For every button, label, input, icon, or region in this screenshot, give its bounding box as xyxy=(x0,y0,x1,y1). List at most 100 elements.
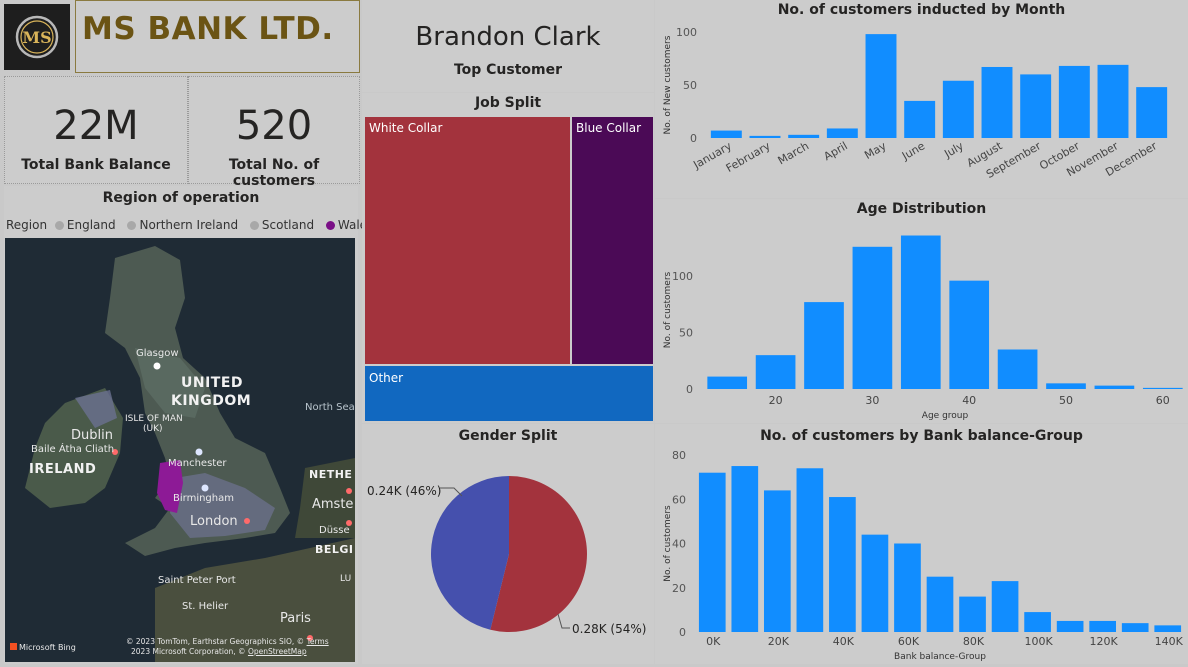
kpi-balance-label: Total Bank Balance xyxy=(21,157,171,173)
y-tick-label: 40 xyxy=(672,538,686,551)
age-chart-panel: Age Distribution No. of customers Age grou… xyxy=(655,199,1188,423)
treemap-blue-collar[interactable]: Blue Collar xyxy=(572,117,653,364)
x-tick-label: July xyxy=(941,139,966,161)
x-tick-label: 60K xyxy=(898,635,920,648)
bar[interactable] xyxy=(804,302,844,389)
bar[interactable] xyxy=(926,576,954,632)
pie-slice[interactable] xyxy=(431,476,509,630)
logo-text: MS xyxy=(22,28,51,47)
x-tick-label: 140K xyxy=(1155,635,1184,648)
kpi-customers-label: Total No. of customers xyxy=(228,157,320,189)
title-box: MS BANK LTD. xyxy=(75,0,360,73)
bar[interactable] xyxy=(904,100,936,138)
legend-title: Region xyxy=(6,218,48,232)
y-tick-label: 50 xyxy=(683,79,697,92)
bar[interactable] xyxy=(1121,623,1149,632)
bar[interactable] xyxy=(981,66,1013,138)
y-tick-label: 80 xyxy=(672,449,686,462)
bar[interactable] xyxy=(852,246,893,389)
chart-title: Age Distribution xyxy=(857,201,986,217)
treemap-label-white-collar: White Collar xyxy=(369,121,443,135)
treemap-label-other: Other xyxy=(369,371,404,385)
bar[interactable] xyxy=(959,596,986,632)
map-label-isle-uk: (UK) xyxy=(143,424,163,434)
x-tick-label: 40 xyxy=(962,394,976,407)
map-label-dublin: Dublin xyxy=(71,428,113,443)
bar[interactable] xyxy=(942,80,974,138)
bar[interactable] xyxy=(1020,74,1052,138)
map-label-manchester: Manchester xyxy=(168,458,227,469)
bar[interactable] xyxy=(829,497,856,632)
region-map[interactable]: Glasgow UNITED KINGDOM ISLE OF MAN (UK) … xyxy=(5,238,355,662)
bar[interactable] xyxy=(1136,87,1168,138)
bar[interactable] xyxy=(1058,65,1090,138)
bar[interactable] xyxy=(763,490,791,632)
map-label-north-sea: North Sea xyxy=(305,402,355,413)
bar[interactable] xyxy=(1097,64,1129,138)
map-label-dusseldorf: Düsse xyxy=(319,525,350,536)
bar[interactable] xyxy=(1056,620,1084,632)
map-shapes xyxy=(5,238,355,662)
bar[interactable] xyxy=(900,235,941,389)
pie-label-a: 0.24K (46%) xyxy=(367,484,441,498)
map-label-isle-of-man: ISLE OF MAN xyxy=(125,414,183,424)
x-tick-label: 120K xyxy=(1090,635,1119,648)
x-axis-label: Bank balance-Group xyxy=(894,652,986,662)
month-bar-chart: No. of customers inducted by Month No. of… xyxy=(663,2,1168,181)
bar[interactable] xyxy=(1094,385,1135,389)
bar[interactable] xyxy=(865,34,897,139)
age-bar-chart: Age Distribution No. of customers Age grou… xyxy=(663,201,1183,421)
bar[interactable] xyxy=(788,134,820,138)
treemap-white-collar[interactable]: White Collar xyxy=(365,117,570,364)
treemap-other[interactable]: Other xyxy=(365,366,653,421)
osm-link[interactable]: OpenStreetMap xyxy=(247,647,307,656)
x-tick-label: 30 xyxy=(865,394,879,407)
bar[interactable] xyxy=(997,349,1038,390)
job-split-panel: Job Split White Collar Blue Collar Other xyxy=(362,93,654,423)
bar[interactable] xyxy=(755,355,796,389)
bar[interactable] xyxy=(698,472,726,632)
bar[interactable] xyxy=(710,130,742,138)
map-label-london: London xyxy=(190,514,238,529)
bar[interactable] xyxy=(1024,612,1051,632)
bar[interactable] xyxy=(731,466,759,632)
bar[interactable] xyxy=(1154,625,1182,632)
terms-link[interactable]: Terms xyxy=(306,637,329,646)
y-axis-label: No. of New customers xyxy=(663,35,673,134)
job-split-title: Job Split xyxy=(474,95,542,111)
y-tick-label: 20 xyxy=(672,582,686,595)
x-tick-label: 0K xyxy=(706,635,721,648)
map-copyright-2: 2023 Microsoft Corporation, © OpenStreet… xyxy=(131,647,307,656)
legend-item-scotland[interactable]: Scotland xyxy=(249,218,318,232)
bar[interactable] xyxy=(1089,620,1117,632)
treemap-label-blue-collar: Blue Collar xyxy=(576,121,642,135)
bar[interactable] xyxy=(949,280,990,389)
gender-split-title: Gender Split xyxy=(458,428,558,444)
bar[interactable] xyxy=(991,581,1019,632)
bar[interactable] xyxy=(826,128,858,138)
bar[interactable] xyxy=(894,543,921,633)
x-tick-label: 80K xyxy=(963,635,985,648)
legend-item-england[interactable]: England xyxy=(54,218,120,232)
bar[interactable] xyxy=(749,135,781,138)
pie-slice[interactable] xyxy=(490,476,587,632)
kpi-card-balance: 22M Total Bank Balance xyxy=(4,76,188,184)
bank-title: MS BANK LTD. xyxy=(82,11,334,47)
map-label-birmingham: Birmingham xyxy=(173,493,234,504)
bar[interactable] xyxy=(796,468,824,632)
bar[interactable] xyxy=(1046,383,1086,389)
y-tick-label: 60 xyxy=(672,493,686,506)
y-axis-label: No. of customers xyxy=(663,271,673,348)
map-label-baile: Baile Átha Cliath xyxy=(31,444,115,455)
legend-item-northern-ireland[interactable]: Northern Ireland xyxy=(127,218,242,232)
map-label-glasgow: Glasgow xyxy=(136,348,179,359)
pie-label-b: 0.28K (54%) xyxy=(572,622,646,636)
bar[interactable] xyxy=(707,376,748,389)
x-tick-label: 20K xyxy=(768,635,790,648)
month-chart-panel: No. of customers inducted by Month No. of… xyxy=(655,0,1188,198)
bar[interactable] xyxy=(861,534,889,632)
y-tick-label: 0 xyxy=(686,383,693,396)
map-label-amsterdam: Amste xyxy=(312,497,354,512)
x-tick-label: February xyxy=(724,139,773,175)
bar[interactable] xyxy=(1142,387,1183,389)
